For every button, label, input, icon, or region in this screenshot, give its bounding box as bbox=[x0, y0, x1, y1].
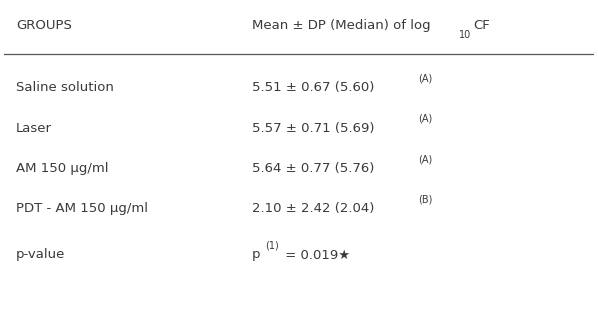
Text: Mean ± DP (Median) of log: Mean ± DP (Median) of log bbox=[252, 19, 431, 32]
Text: p-value: p-value bbox=[16, 248, 65, 261]
Text: PDT - AM 150 μg/ml: PDT - AM 150 μg/ml bbox=[16, 202, 148, 215]
Text: (1): (1) bbox=[265, 241, 279, 251]
Text: (A): (A) bbox=[418, 114, 432, 124]
Text: 10: 10 bbox=[459, 30, 472, 40]
Text: GROUPS: GROUPS bbox=[16, 19, 72, 32]
Text: (B): (B) bbox=[418, 194, 432, 204]
Text: (A): (A) bbox=[418, 154, 432, 164]
Text: p: p bbox=[252, 248, 260, 261]
Text: = 0.019★: = 0.019★ bbox=[281, 248, 350, 261]
Text: Saline solution: Saline solution bbox=[16, 81, 114, 94]
Text: (A): (A) bbox=[418, 73, 432, 84]
Text: 2.10 ± 2.42 (2.04): 2.10 ± 2.42 (2.04) bbox=[252, 202, 374, 215]
Text: AM 150 μg/ml: AM 150 μg/ml bbox=[16, 162, 108, 175]
Text: 5.51 ± 0.67 (5.60): 5.51 ± 0.67 (5.60) bbox=[252, 81, 374, 94]
Text: CF: CF bbox=[474, 19, 490, 32]
Text: 5.64 ± 0.77 (5.76): 5.64 ± 0.77 (5.76) bbox=[252, 162, 374, 175]
Text: Laser: Laser bbox=[16, 121, 52, 135]
Text: 5.57 ± 0.71 (5.69): 5.57 ± 0.71 (5.69) bbox=[252, 121, 374, 135]
